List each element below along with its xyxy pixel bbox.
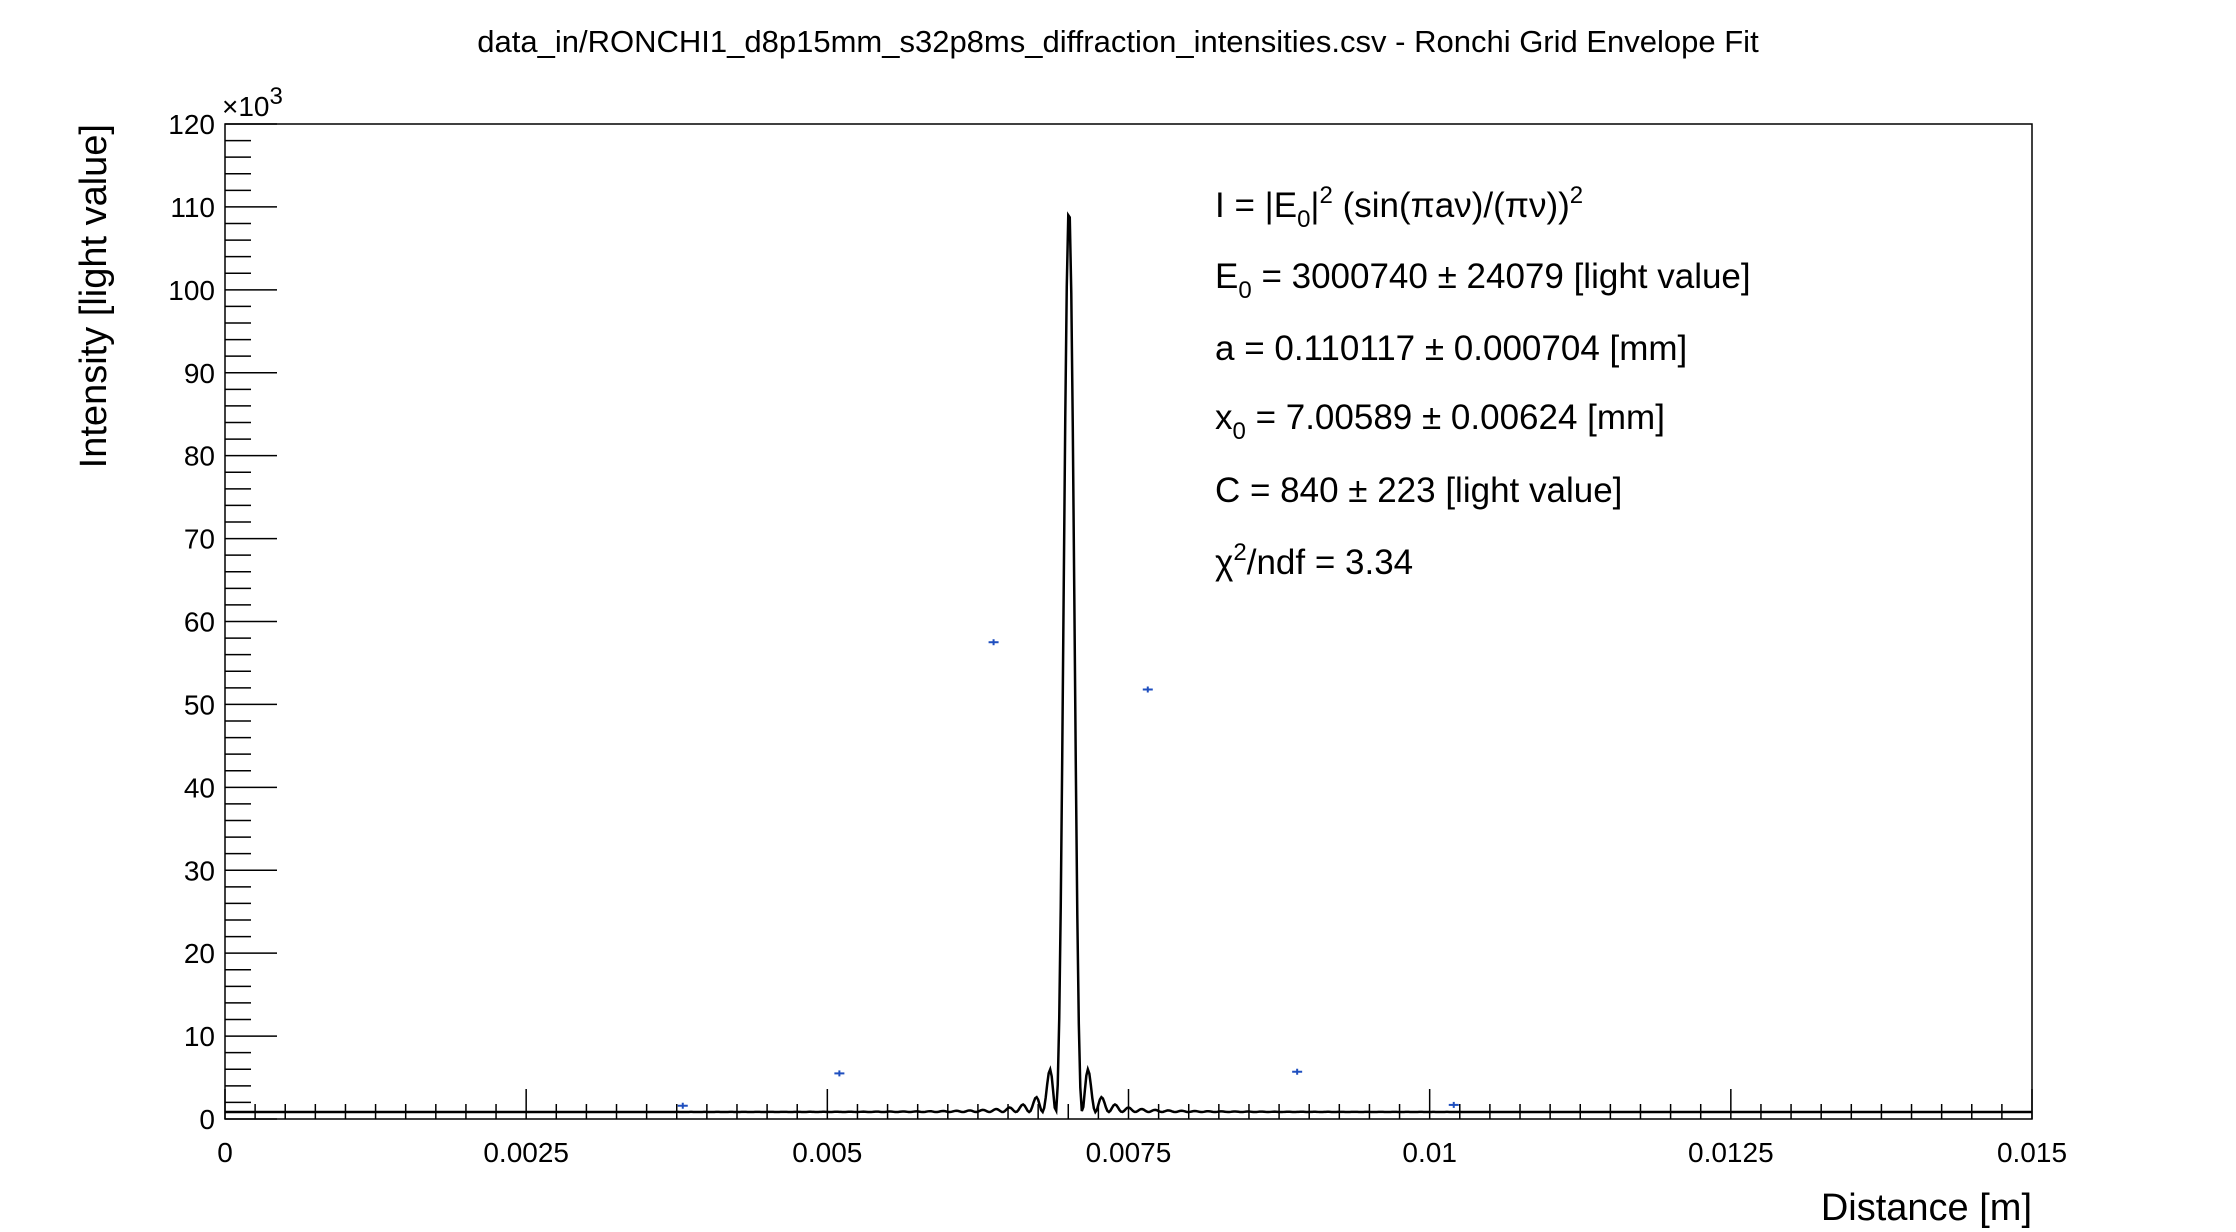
y-tick-label: 70 (184, 524, 215, 555)
fit-parameters-box: I = |E0|2 (sin(πaν)/(πν))2 E0 = 3000740 … (1215, 182, 1751, 582)
data-points (677, 639, 1459, 1109)
y-exponent-base: ×10 (222, 91, 270, 122)
fit-curve (224, 211, 2032, 1116)
fit-param-x0: x0 = 7.00589 ± 0.00624 [mm] (1215, 398, 1665, 445)
y-exponent-label: ×103 (222, 83, 283, 122)
x-tick-label: 0.0075 (1086, 1137, 1172, 1168)
x-tick-label: 0.0125 (1688, 1137, 1774, 1168)
y-exponent-power: 3 (270, 83, 283, 110)
y-tick-label: 30 (184, 855, 215, 886)
x-tick-label: 0.015 (1997, 1137, 2067, 1168)
x-axis-title: Distance [m] (1821, 1187, 2032, 1229)
y-tick-label: 10 (184, 1021, 215, 1052)
plot-frame (224, 123, 2033, 1120)
y-tick-label: 50 (184, 689, 215, 720)
y-tick-label: 20 (184, 938, 215, 969)
y-tick-label: 40 (184, 772, 215, 803)
fit-chi2: χ2/ndf = 3.34 (1215, 539, 1413, 582)
y-tick-label: 120 (168, 109, 215, 140)
y-tick-label: 100 (168, 275, 215, 306)
y-axis: 0 10 20 30 40 50 60 70 80 90 100 110 120 (168, 109, 277, 1135)
fit-formula: I = |E0|2 (sin(πaν)/(πν))2 (1215, 182, 1583, 233)
fit-param-a: a = 0.110117 ± 0.000704 [mm] (1215, 329, 1687, 368)
y-axis-title: Intensity [light value] (73, 124, 115, 468)
fit-param-e0: E0 = 3000740 ± 24079 [light value] (1215, 257, 1751, 304)
x-tick-label: 0.0025 (483, 1137, 569, 1168)
x-tick-label: 0.005 (792, 1137, 862, 1168)
y-tick-label: 0 (199, 1104, 215, 1135)
fit-param-c: C = 840 ± 223 [light value] (1215, 471, 1622, 510)
y-tick-label: 110 (170, 192, 215, 223)
x-tick-label: 0.01 (1402, 1137, 1457, 1168)
chart-title: data_in/RONCHI1_d8p15mm_s32p8ms_diffract… (477, 24, 1759, 59)
x-tick-label: 0 (217, 1137, 233, 1168)
x-axis: 0 0.0025 0.005 0.0075 0.01 0.0125 0.015 (217, 1089, 2067, 1168)
y-tick-label: 90 (184, 358, 215, 389)
y-tick-label: 60 (184, 607, 215, 638)
y-tick-label: 80 (184, 441, 215, 472)
